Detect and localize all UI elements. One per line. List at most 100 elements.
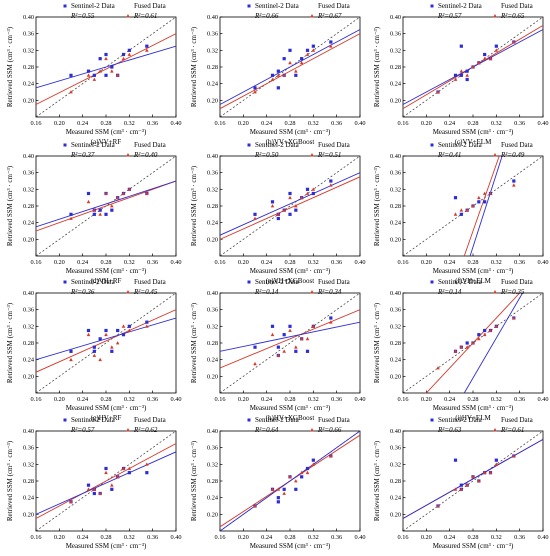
s2-r2-label: R²=0.41	[437, 151, 461, 159]
s2-point	[253, 345, 257, 349]
fused-point	[282, 73, 286, 77]
fused-point	[104, 470, 108, 475]
fused-point	[92, 353, 97, 357]
fused-point	[311, 462, 316, 466]
y-tick-label: 0.20	[207, 236, 218, 243]
s2-fit-line	[220, 321, 360, 352]
y-tick-label: 0.24	[23, 220, 35, 227]
x-tick-label: 0.20	[238, 534, 249, 541]
fused-point	[104, 56, 108, 61]
s2-legend-marker	[247, 418, 251, 422]
x-tick-label: 0.28	[100, 120, 111, 127]
s2-legend-marker	[63, 418, 67, 422]
subplot: 0.16 0.20 0.24 0.28 0.32 0.36 0.40 0.20 0.24 0.28…	[373, 278, 549, 422]
fused-point	[453, 77, 458, 81]
x-tick-label: 0.24	[261, 534, 273, 541]
x-tick-label: 0.28	[100, 259, 111, 266]
x-axis-label: Measured SSM (cm³ · cm⁻³)	[66, 542, 147, 550]
fused-point	[494, 324, 499, 328]
x-tick-label: 0.36	[514, 120, 525, 127]
x-tick-label: 0.32	[308, 534, 319, 541]
s2-point	[294, 487, 298, 491]
s2-fit-line	[220, 29, 360, 105]
y-tick-label: 0.36	[23, 31, 34, 38]
s2-fit-line	[220, 431, 360, 531]
x-tick-label: 0.16	[30, 259, 41, 266]
s2-legend-label: Sentinel-2 Data	[71, 2, 116, 10]
s2-point	[282, 57, 286, 61]
x-tick-label: 0.24	[444, 259, 456, 266]
y-tick-label: 0.36	[390, 31, 401, 38]
s2-point	[92, 73, 96, 77]
data-layer	[403, 293, 543, 393]
fused-point	[488, 328, 493, 332]
fused-point	[305, 52, 310, 56]
y-tick-label: 0.36	[390, 445, 401, 452]
s2-legend-marker	[430, 143, 434, 147]
y-axis-label: Retrieved SSM (cm³ · cm⁻³)	[190, 26, 198, 107]
y-tick-label: 0.32	[390, 461, 401, 468]
fused-point	[512, 454, 516, 458]
s2-point	[329, 179, 333, 183]
subplot-caption: (g)HV+RF	[91, 414, 122, 422]
fused-point	[311, 48, 316, 52]
x-tick-label: 0.40	[354, 396, 365, 403]
fused-fit-line	[36, 180, 176, 232]
fused-point	[436, 90, 440, 94]
s2-legend-marker	[247, 4, 251, 8]
x-tick-label: 0.20	[421, 396, 432, 403]
fused-point	[477, 60, 481, 65]
fused-point	[288, 195, 292, 200]
y-tick-label: 0.24	[207, 81, 219, 88]
fused-fit-line	[36, 443, 176, 519]
s2-r2-label: R²=0.37	[70, 151, 95, 159]
fused-point	[305, 470, 310, 475]
one-to-one-line	[403, 156, 543, 256]
fused-point	[145, 48, 149, 52]
s2-fit-line	[36, 180, 176, 228]
fused-point	[299, 195, 304, 200]
x-axis-label: Measured SSM (cm³ · cm⁻³)	[66, 404, 147, 412]
y-axis-label: Retrieved SSM (cm³ · cm⁻³)	[6, 302, 14, 383]
fused-point	[329, 44, 333, 48]
fused-legend-label: Fused Data	[501, 2, 534, 10]
one-to-one-line	[403, 431, 543, 531]
data-layer	[403, 156, 543, 256]
x-tick-label: 0.40	[537, 396, 548, 403]
fused-legend-marker	[126, 153, 130, 157]
s2-point	[494, 44, 498, 48]
fused-point	[482, 470, 487, 475]
s2-point	[459, 73, 463, 77]
x-tick-label: 0.28	[467, 534, 478, 541]
y-tick-label: 0.24	[207, 495, 219, 502]
y-tick-label: 0.20	[23, 511, 34, 518]
y-axis-label: Retrieved SSM (cm³ · cm⁻³)	[373, 440, 381, 521]
subplot-caption: (d)VH+RF	[91, 277, 122, 285]
s2-point	[288, 212, 292, 216]
fused-point	[276, 212, 281, 216]
fused-point	[465, 73, 469, 77]
x-tick-label: 0.16	[397, 120, 408, 127]
fused-point	[294, 479, 298, 483]
fused-point	[494, 462, 499, 466]
s2-fit-line	[36, 451, 176, 515]
fused-point	[69, 499, 73, 504]
fused-point	[329, 454, 333, 458]
x-axis-label: Measured SSM (cm³ · cm⁻³)	[433, 267, 514, 275]
fused-point	[488, 191, 493, 195]
y-tick-label: 0.32	[390, 186, 401, 193]
fused-point	[482, 56, 487, 61]
fused-point	[86, 199, 91, 204]
x-tick-label: 0.28	[284, 396, 295, 403]
y-tick-label: 0.32	[390, 47, 401, 54]
fused-point	[270, 204, 275, 208]
y-tick-label: 0.28	[207, 64, 218, 71]
s2-point	[294, 73, 298, 77]
fused-r2-label: R²=0.45	[133, 288, 158, 296]
fused-point	[453, 212, 458, 216]
subplot: 0.16 0.20 0.24 0.28 0.32 0.36 0.40 0.20 0.24 0.28…	[190, 416, 366, 556]
s2-point	[145, 320, 149, 324]
x-tick-label: 0.32	[124, 259, 135, 266]
s2-fit-line	[469, 156, 503, 256]
